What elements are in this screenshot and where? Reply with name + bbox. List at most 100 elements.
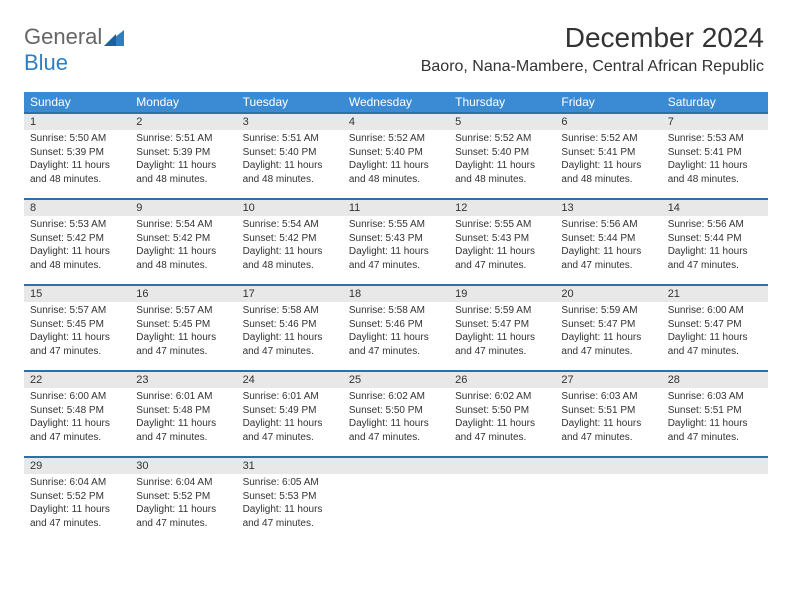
day-content-cell: Sunrise: 5:58 AMSunset: 5:46 PMDaylight:… — [343, 302, 449, 371]
weekday-header: Tuesday — [237, 92, 343, 113]
logo: General Blue — [24, 24, 124, 76]
day-number: 8 — [24, 200, 130, 216]
day-content-cell: Sunrise: 5:59 AMSunset: 5:47 PMDaylight:… — [449, 302, 555, 371]
day-content-cell: Sunrise: 5:52 AMSunset: 5:40 PMDaylight:… — [449, 130, 555, 199]
day-content-cell: Sunrise: 5:54 AMSunset: 5:42 PMDaylight:… — [237, 216, 343, 285]
weekday-header-row: SundayMondayTuesdayWednesdayThursdayFrid… — [24, 92, 768, 113]
day-content-cell: Sunrise: 6:04 AMSunset: 5:52 PMDaylight:… — [24, 474, 130, 542]
day-content: Sunrise: 6:03 AMSunset: 5:51 PMDaylight:… — [555, 388, 661, 456]
day-content: Sunrise: 5:55 AMSunset: 5:43 PMDaylight:… — [343, 216, 449, 284]
day-number: 5 — [449, 114, 555, 130]
day-number-cell: 23 — [130, 371, 236, 388]
weekday-header: Monday — [130, 92, 236, 113]
day-content-row: Sunrise: 5:50 AMSunset: 5:39 PMDaylight:… — [24, 130, 768, 199]
day-number-cell: 9 — [130, 199, 236, 216]
day-number: 3 — [237, 114, 343, 130]
day-content: Sunrise: 5:59 AMSunset: 5:47 PMDaylight:… — [555, 302, 661, 370]
day-content-cell: Sunrise: 6:02 AMSunset: 5:50 PMDaylight:… — [449, 388, 555, 457]
day-number: 13 — [555, 200, 661, 216]
day-number-row: 891011121314 — [24, 199, 768, 216]
day-content: Sunrise: 5:58 AMSunset: 5:46 PMDaylight:… — [343, 302, 449, 370]
day-number-cell: 13 — [555, 199, 661, 216]
logo-text-blue: Blue — [24, 50, 68, 75]
day-content-cell: Sunrise: 5:50 AMSunset: 5:39 PMDaylight:… — [24, 130, 130, 199]
day-number: 6 — [555, 114, 661, 130]
day-number-cell: 2 — [130, 113, 236, 130]
day-number-cell: 11 — [343, 199, 449, 216]
day-number-cell: 17 — [237, 285, 343, 302]
day-content-cell: Sunrise: 5:51 AMSunset: 5:40 PMDaylight:… — [237, 130, 343, 199]
day-number-cell: 24 — [237, 371, 343, 388]
day-content-row: Sunrise: 5:57 AMSunset: 5:45 PMDaylight:… — [24, 302, 768, 371]
page-title: December 2024 — [565, 22, 764, 54]
day-number: 19 — [449, 286, 555, 302]
day-content: Sunrise: 5:53 AMSunset: 5:41 PMDaylight:… — [662, 130, 768, 198]
day-content-cell: Sunrise: 5:51 AMSunset: 5:39 PMDaylight:… — [130, 130, 236, 199]
day-content-cell: Sunrise: 5:55 AMSunset: 5:43 PMDaylight:… — [449, 216, 555, 285]
weekday-header: Wednesday — [343, 92, 449, 113]
day-number: 20 — [555, 286, 661, 302]
day-number-cell: 25 — [343, 371, 449, 388]
day-number-cell: 19 — [449, 285, 555, 302]
day-content: Sunrise: 5:55 AMSunset: 5:43 PMDaylight:… — [449, 216, 555, 284]
day-content: Sunrise: 5:57 AMSunset: 5:45 PMDaylight:… — [24, 302, 130, 370]
day-number: 9 — [130, 200, 236, 216]
weekday-header: Saturday — [662, 92, 768, 113]
day-number: 21 — [662, 286, 768, 302]
day-content-cell — [343, 474, 449, 542]
day-content-cell: Sunrise: 6:01 AMSunset: 5:49 PMDaylight:… — [237, 388, 343, 457]
day-content-cell: Sunrise: 5:53 AMSunset: 5:42 PMDaylight:… — [24, 216, 130, 285]
day-number-row: 1234567 — [24, 113, 768, 130]
day-number-cell: 28 — [662, 371, 768, 388]
day-number-cell: 6 — [555, 113, 661, 130]
day-content-cell — [555, 474, 661, 542]
day-number: 31 — [237, 458, 343, 474]
day-content-cell — [449, 474, 555, 542]
day-number-cell: 14 — [662, 199, 768, 216]
day-number: 22 — [24, 372, 130, 388]
day-content: Sunrise: 6:01 AMSunset: 5:49 PMDaylight:… — [237, 388, 343, 456]
day-content-cell: Sunrise: 6:03 AMSunset: 5:51 PMDaylight:… — [662, 388, 768, 457]
day-content-row: Sunrise: 5:53 AMSunset: 5:42 PMDaylight:… — [24, 216, 768, 285]
weekday-header: Thursday — [449, 92, 555, 113]
day-number: 17 — [237, 286, 343, 302]
day-content: Sunrise: 6:05 AMSunset: 5:53 PMDaylight:… — [237, 474, 343, 542]
day-content: Sunrise: 6:00 AMSunset: 5:47 PMDaylight:… — [662, 302, 768, 370]
day-content: Sunrise: 5:53 AMSunset: 5:42 PMDaylight:… — [24, 216, 130, 284]
day-content-cell: Sunrise: 5:56 AMSunset: 5:44 PMDaylight:… — [662, 216, 768, 285]
day-number: 14 — [662, 200, 768, 216]
day-number-cell — [449, 457, 555, 474]
day-number-cell: 21 — [662, 285, 768, 302]
day-content-cell: Sunrise: 5:53 AMSunset: 5:41 PMDaylight:… — [662, 130, 768, 199]
day-number: 24 — [237, 372, 343, 388]
day-content: Sunrise: 5:51 AMSunset: 5:39 PMDaylight:… — [130, 130, 236, 198]
day-content-row: Sunrise: 6:00 AMSunset: 5:48 PMDaylight:… — [24, 388, 768, 457]
day-content-cell: Sunrise: 5:54 AMSunset: 5:42 PMDaylight:… — [130, 216, 236, 285]
day-number-cell: 27 — [555, 371, 661, 388]
day-number-cell: 18 — [343, 285, 449, 302]
day-number-cell: 7 — [662, 113, 768, 130]
logo-sail-icon — [104, 30, 124, 46]
day-content: Sunrise: 5:52 AMSunset: 5:41 PMDaylight:… — [555, 130, 661, 198]
day-content: Sunrise: 6:02 AMSunset: 5:50 PMDaylight:… — [449, 388, 555, 456]
day-content: Sunrise: 5:51 AMSunset: 5:40 PMDaylight:… — [237, 130, 343, 198]
day-content: Sunrise: 5:56 AMSunset: 5:44 PMDaylight:… — [555, 216, 661, 284]
day-number: 16 — [130, 286, 236, 302]
day-content-row: Sunrise: 6:04 AMSunset: 5:52 PMDaylight:… — [24, 474, 768, 542]
day-number: 4 — [343, 114, 449, 130]
day-content-cell: Sunrise: 5:57 AMSunset: 5:45 PMDaylight:… — [24, 302, 130, 371]
day-content-cell: Sunrise: 5:56 AMSunset: 5:44 PMDaylight:… — [555, 216, 661, 285]
day-content-cell: Sunrise: 6:03 AMSunset: 5:51 PMDaylight:… — [555, 388, 661, 457]
day-number-cell: 4 — [343, 113, 449, 130]
day-number-cell: 26 — [449, 371, 555, 388]
day-number: 25 — [343, 372, 449, 388]
day-content-cell: Sunrise: 5:52 AMSunset: 5:41 PMDaylight:… — [555, 130, 661, 199]
day-number-cell: 22 — [24, 371, 130, 388]
day-content-cell: Sunrise: 5:58 AMSunset: 5:46 PMDaylight:… — [237, 302, 343, 371]
day-number: 29 — [24, 458, 130, 474]
day-content-cell: Sunrise: 6:00 AMSunset: 5:47 PMDaylight:… — [662, 302, 768, 371]
day-content: Sunrise: 5:52 AMSunset: 5:40 PMDaylight:… — [449, 130, 555, 198]
day-number-cell: 1 — [24, 113, 130, 130]
day-content-cell: Sunrise: 5:55 AMSunset: 5:43 PMDaylight:… — [343, 216, 449, 285]
day-content-cell — [662, 474, 768, 542]
